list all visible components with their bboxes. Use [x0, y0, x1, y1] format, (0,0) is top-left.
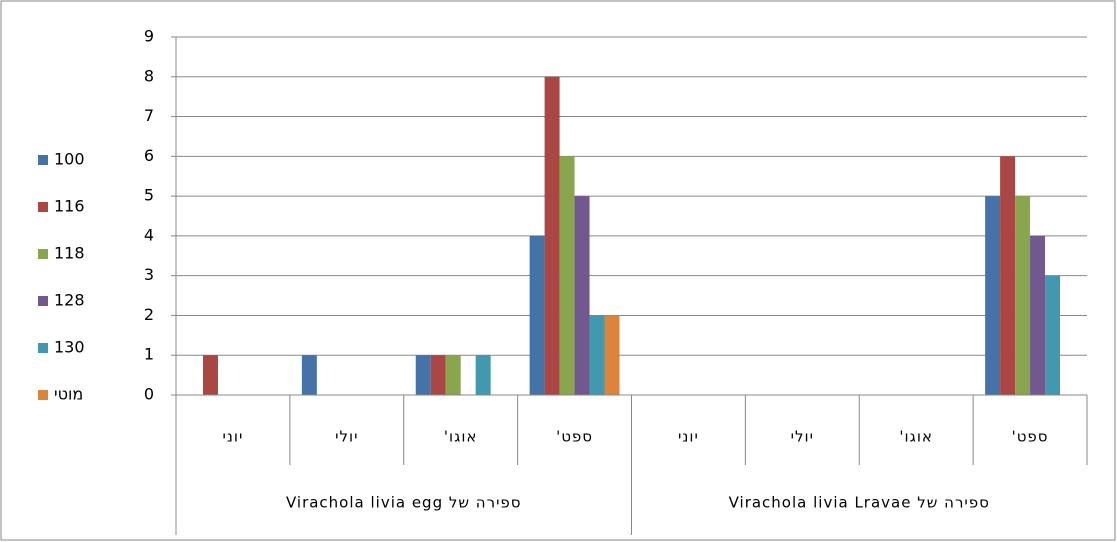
- legend-label: 118: [54, 244, 85, 263]
- x-tick-label: ספט': [556, 428, 593, 446]
- x-tick-label: אוגו': [899, 428, 933, 446]
- legend-label: 128: [54, 291, 85, 310]
- bar: [529, 235, 545, 395]
- y-tick-label: 0: [144, 385, 154, 404]
- y-tick-label: 3: [144, 265, 154, 284]
- group-label: ספירה של Virachola livia Lravae: [729, 494, 990, 512]
- bar: [604, 315, 620, 395]
- x-tick-label: יוני: [678, 428, 699, 446]
- legend-swatch: [38, 249, 48, 259]
- bar: [544, 76, 560, 396]
- x-tick-label: אוגו': [444, 428, 478, 446]
- bar: [559, 156, 575, 395]
- legend-swatch: [38, 155, 48, 165]
- bar: [475, 355, 491, 395]
- group-label: ספירה של Virachola livia egg: [286, 494, 522, 512]
- bar: [1045, 275, 1061, 395]
- legend-label: 130: [54, 338, 85, 357]
- bar: [202, 355, 218, 395]
- legend-label: מוטי: [54, 385, 83, 404]
- bar: [430, 355, 446, 395]
- bar: [589, 315, 605, 395]
- bar: [445, 355, 461, 395]
- y-tick-label: 2: [144, 305, 154, 324]
- y-tick-label: 1: [144, 345, 154, 364]
- legend-label: 116: [54, 197, 85, 216]
- y-tick-label: 8: [144, 66, 154, 85]
- x-tick-label: יולי: [791, 428, 814, 446]
- y-tick-label: 9: [144, 27, 154, 46]
- bar: [1030, 235, 1046, 395]
- y-tick-label: 7: [144, 106, 154, 125]
- bar: [1015, 196, 1031, 395]
- x-tick-label: יולי: [335, 428, 358, 446]
- y-tick-label: 4: [144, 225, 154, 244]
- y-tick-label: 6: [144, 146, 154, 165]
- legend-swatch: [38, 202, 48, 212]
- bar: [415, 355, 431, 395]
- x-tick-label: יוני: [223, 428, 244, 446]
- bar: [1000, 156, 1016, 395]
- legend-swatch: [38, 390, 48, 400]
- bar: [301, 355, 317, 395]
- y-tick-label: 5: [144, 186, 154, 205]
- legend-label: 100: [54, 150, 85, 169]
- bar: [574, 196, 590, 395]
- bar: [985, 196, 1001, 395]
- legend-swatch: [38, 296, 48, 306]
- x-tick-label: ספט': [1012, 428, 1049, 446]
- legend-swatch: [38, 343, 48, 353]
